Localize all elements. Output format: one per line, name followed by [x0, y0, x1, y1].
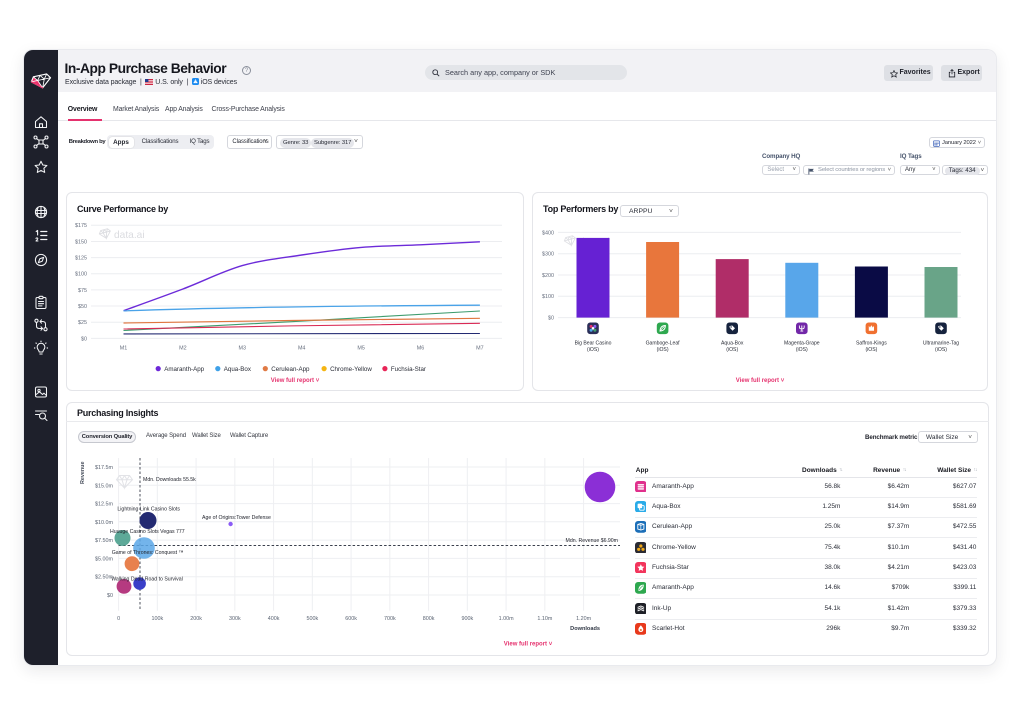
svg-text:$0: $0: [107, 593, 113, 599]
svg-text:Aqua-Box: Aqua-Box: [721, 341, 744, 347]
svg-text:Aqua-Box: Aqua-Box: [224, 366, 252, 373]
svg-text:900k: 900k: [461, 616, 473, 622]
svg-text:Ultramarine-Tag: Ultramarine-Tag: [923, 341, 959, 347]
svg-text:(iOS): (iOS): [587, 347, 599, 353]
svg-text:100k: 100k: [151, 616, 163, 622]
svg-text:$10.0m: $10.0m: [95, 520, 113, 526]
svg-text:$17.5m: $17.5m: [95, 465, 113, 471]
svg-text:$7.50m: $7.50m: [95, 538, 113, 544]
svg-text:$100: $100: [542, 294, 554, 300]
svg-text:$50: $50: [78, 304, 87, 310]
svg-text:500k: 500k: [306, 616, 318, 622]
svg-text:(iOS): (iOS): [726, 347, 738, 353]
svg-text:$175: $175: [75, 223, 87, 229]
svg-text:Age of Origins:Tower Defense: Age of Origins:Tower Defense: [202, 515, 271, 521]
svg-text:1.00m: 1.00m: [499, 616, 514, 622]
svg-text:$75: $75: [78, 288, 87, 294]
svg-text:1.20m: 1.20m: [576, 616, 591, 622]
svg-text:Big Bear Casino: Big Bear Casino: [575, 341, 612, 347]
svg-text:0: 0: [117, 616, 120, 622]
svg-text:M6: M6: [417, 345, 425, 351]
svg-text:$25: $25: [78, 320, 87, 326]
svg-text:$2.50m: $2.50m: [95, 575, 113, 581]
svg-text:$200: $200: [542, 273, 554, 279]
svg-text:$0: $0: [548, 316, 554, 322]
svg-text:Mdn. Downloads 55.5k: Mdn. Downloads 55.5k: [143, 477, 196, 483]
svg-text:200k: 200k: [190, 616, 202, 622]
svg-text:$400: $400: [542, 230, 554, 236]
svg-text:Saffron-Kings: Saffron-Kings: [856, 341, 887, 347]
svg-text:M5: M5: [357, 345, 365, 351]
svg-text:800k: 800k: [423, 616, 435, 622]
svg-text:(iOS): (iOS): [865, 347, 877, 353]
svg-text:400k: 400k: [268, 616, 280, 622]
svg-text:Walking Dead Road to Survival: Walking Dead Road to Survival: [111, 576, 183, 582]
svg-text:View full report ˅: View full report ˅: [736, 378, 785, 384]
svg-text:Revenue: Revenue: [80, 462, 86, 484]
svg-text:Chrome-Yellow: Chrome-Yellow: [330, 366, 372, 373]
svg-text:$300: $300: [542, 252, 554, 258]
svg-text:View full report ˅: View full report ˅: [504, 642, 553, 648]
svg-text:$125: $125: [75, 256, 87, 262]
svg-text:(iOS): (iOS): [935, 347, 947, 353]
svg-text:700k: 700k: [384, 616, 396, 622]
svg-text:$150: $150: [75, 239, 87, 245]
svg-text:$100: $100: [75, 272, 87, 278]
svg-text:$12.5m: $12.5m: [95, 502, 113, 508]
svg-text:$5.00m: $5.00m: [95, 556, 113, 562]
svg-text:Amaranth-App: Amaranth-App: [164, 366, 204, 373]
svg-text:Magenta-Grape: Magenta-Grape: [784, 341, 820, 347]
svg-text:View full report ˅: View full report ˅: [271, 378, 320, 384]
svg-text:$15.0m: $15.0m: [95, 483, 113, 489]
svg-text:Downloads: Downloads: [570, 626, 600, 632]
svg-text:M2: M2: [179, 345, 187, 351]
svg-text:1.10m: 1.10m: [537, 616, 552, 622]
svg-text:600k: 600k: [345, 616, 357, 622]
svg-text:Lightning Link Casino Slots: Lightning Link Casino Slots: [117, 507, 180, 513]
svg-text:Cerulean-App: Cerulean-App: [271, 366, 310, 373]
svg-text:Fuchsia-Star: Fuchsia-Star: [391, 366, 426, 373]
svg-text:M3: M3: [239, 345, 247, 351]
svg-text:M7: M7: [476, 345, 484, 351]
svg-text:(iOS): (iOS): [796, 347, 808, 353]
svg-text:M1: M1: [120, 345, 128, 351]
svg-text:Huuuge Casino Slots Vegas 777: Huuuge Casino Slots Vegas 777: [110, 529, 185, 535]
svg-text:data.ai: data.ai: [114, 230, 145, 241]
svg-text:300k: 300k: [229, 616, 241, 622]
svg-text:Game of Thrones: Conquest ™: Game of Thrones: Conquest ™: [112, 550, 184, 556]
svg-text:$0: $0: [81, 336, 87, 342]
svg-text:Mdn. Revenue $6.90m: Mdn. Revenue $6.90m: [566, 538, 618, 544]
svg-text:M4: M4: [298, 345, 306, 351]
svg-text:Gamboge-Leaf: Gamboge-Leaf: [646, 341, 681, 347]
svg-text:(iOS): (iOS): [657, 347, 669, 353]
